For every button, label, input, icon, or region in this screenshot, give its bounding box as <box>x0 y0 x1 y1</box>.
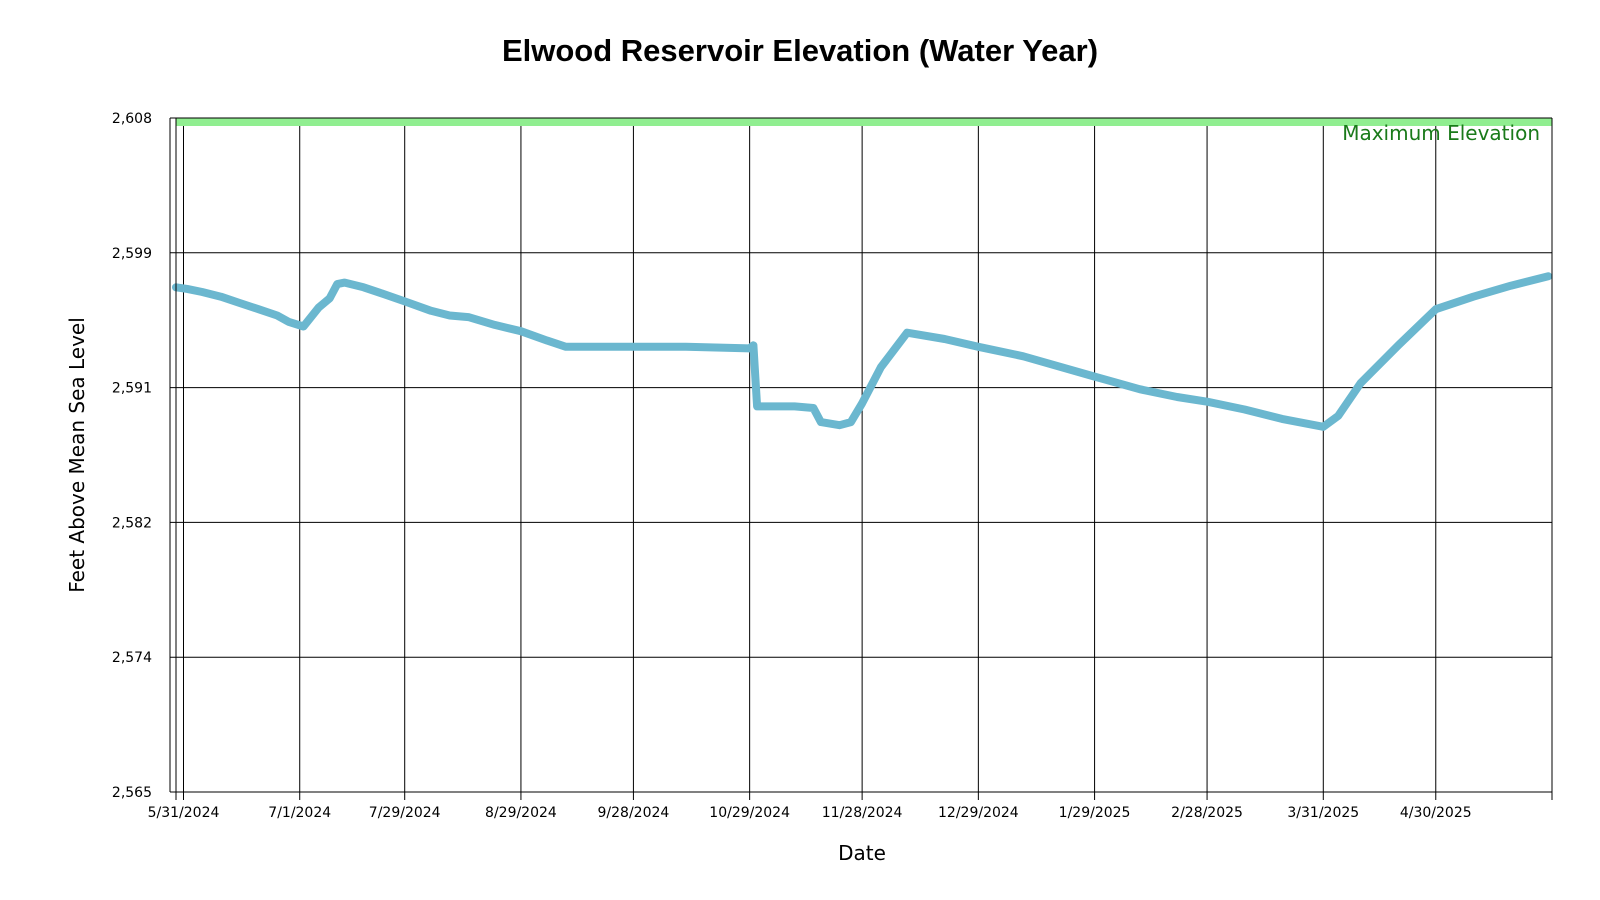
y-tick-label: 2,582 <box>112 515 152 531</box>
x-tick-label: 4/30/2025 <box>1400 805 1472 821</box>
elevation-series-line <box>172 272 1553 431</box>
axes-layer <box>169 117 1553 800</box>
x-tick-label: 7/29/2024 <box>369 805 441 821</box>
max-elevation-label: Maximum Elevation <box>1342 121 1540 145</box>
x-axis-label: Date <box>838 841 886 865</box>
grid-layer <box>170 117 1552 800</box>
x-tick-label: 5/31/2024 <box>148 805 220 821</box>
x-tick-label: 2/28/2025 <box>1171 805 1243 821</box>
max-elevation-layer: Maximum Elevation <box>176 118 1552 145</box>
y-tick-label: 2,574 <box>112 650 152 666</box>
series-layer <box>172 272 1553 431</box>
x-tick-label: 9/28/2024 <box>598 805 670 821</box>
x-tick-label: 3/31/2025 <box>1287 805 1359 821</box>
y-tick-label: 2,565 <box>112 785 152 801</box>
x-tick-label: 8/29/2024 <box>485 805 557 821</box>
x-tick-label: 7/1/2024 <box>268 805 331 821</box>
y-tick-label: 2,608 <box>112 111 152 127</box>
max-elevation-band <box>176 118 1552 126</box>
y-tick-label: 2,591 <box>112 381 152 397</box>
x-tick-label: 1/29/2025 <box>1059 805 1131 821</box>
x-tick-label: 12/29/2024 <box>938 805 1019 821</box>
y-axis-label: Feet Above Mean Sea Level <box>65 317 89 593</box>
x-tick-label: 11/28/2024 <box>822 805 903 821</box>
x-tick-label: 10/29/2024 <box>709 805 790 821</box>
tick-labels: 2,565 2,574 2,582 2,591 2,599 2,608 5/31/2024 7… <box>112 111 1472 821</box>
y-tick-label: 2,599 <box>112 246 152 262</box>
chart-title: Elwood Reservoir Elevation (Water Year) <box>502 33 1098 68</box>
